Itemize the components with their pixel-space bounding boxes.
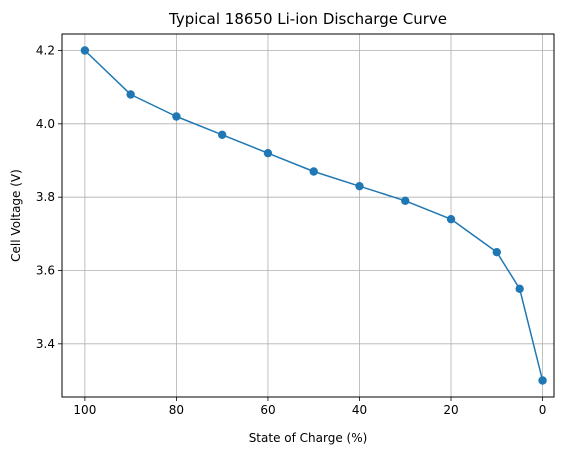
data-point (217, 130, 227, 140)
data-point (401, 196, 410, 206)
series-layer (80, 46, 547, 385)
axis-ticks: 100 80 60 40 20 0 3.4 3.6 3.8 4.0 4.2 (36, 44, 546, 418)
plot-frame (61, 33, 555, 398)
data-point (515, 284, 524, 294)
grid-lines (62, 34, 554, 397)
data-point (538, 376, 547, 385)
y-tick-label: 3.4 (36, 337, 55, 351)
y-tick-label: 4.0 (36, 117, 55, 131)
y-axis-label: Cell Voltage (V) (9, 169, 23, 262)
data-point (309, 167, 318, 176)
x-tick-label: 0 (539, 403, 547, 417)
data-point (126, 90, 135, 99)
data-point (446, 214, 456, 224)
x-tick-label: 20 (443, 403, 458, 417)
data-point (263, 148, 273, 158)
y-tick-label: 4.2 (36, 44, 55, 58)
y-tick-label: 3.6 (36, 264, 55, 278)
x-tick-label: 60 (260, 403, 275, 417)
chart-title: Typical 18650 Li-ion Discharge Curve (168, 10, 447, 28)
x-tick-label: 100 (73, 403, 96, 417)
data-point (492, 247, 501, 257)
data-point (80, 46, 90, 55)
x-tick-label: 40 (352, 403, 367, 417)
series-line (84, 49, 544, 381)
x-tick-label: 80 (169, 403, 184, 417)
data-point (172, 112, 181, 121)
y-tick-label: 3.8 (36, 190, 55, 204)
data-point (355, 181, 364, 191)
x-axis-label: State of Charge (%) (249, 431, 368, 445)
